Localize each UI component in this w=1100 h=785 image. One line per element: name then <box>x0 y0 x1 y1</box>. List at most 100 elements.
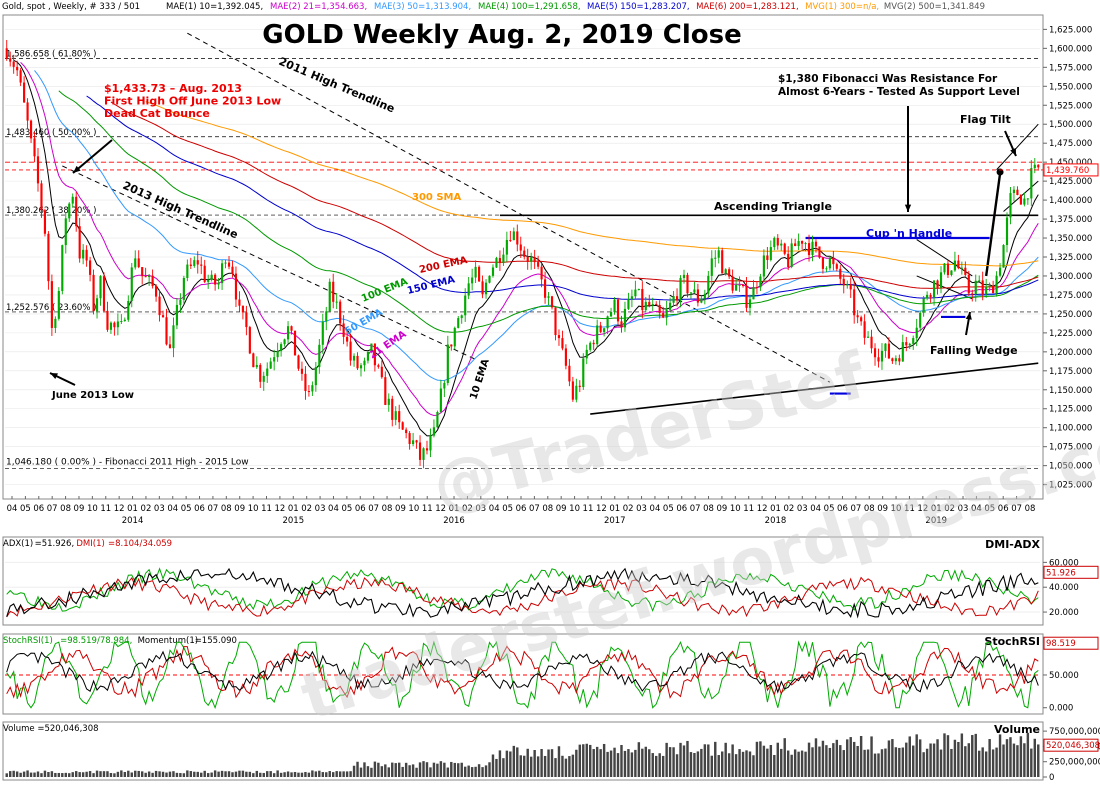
volume-bar <box>943 733 946 777</box>
volume-bar <box>661 755 665 777</box>
y-tick-label: 1,500.000 <box>1049 120 1092 130</box>
volume-bar <box>741 751 745 777</box>
candle-body <box>627 299 630 309</box>
candle-body <box>915 327 918 339</box>
candle-body <box>29 120 33 139</box>
volume-bar <box>328 771 331 777</box>
volume-bar <box>338 771 342 777</box>
candle-body <box>266 368 269 376</box>
volume-panel: 750,000,000500,000,000250,000,0000Volume… <box>2 721 1100 783</box>
indicator-line <box>6 640 1039 710</box>
candle-body <box>106 310 109 330</box>
candle-body <box>589 342 592 350</box>
panel-tick-label: 60.000 <box>1049 558 1079 568</box>
candle-body <box>464 295 467 316</box>
trendline-2013 <box>62 165 476 360</box>
volume-bar <box>54 772 57 777</box>
volume-bar <box>800 750 804 777</box>
volume-bar <box>811 747 814 777</box>
volume-bar <box>71 772 74 777</box>
candle-body <box>919 312 922 328</box>
x-tick-label: 02 <box>141 504 152 514</box>
volume-bar <box>759 741 762 777</box>
volume-bar <box>29 772 33 777</box>
y-tick-label: 1,475.000 <box>1049 139 1092 149</box>
candle-body <box>224 262 227 264</box>
x-tick-label: 10 <box>569 504 580 514</box>
candle-body <box>887 343 890 359</box>
volume-bar <box>766 748 769 777</box>
volume-bar <box>179 773 182 777</box>
volume-bar <box>915 734 918 777</box>
volume-bar <box>526 748 529 777</box>
x-tick-label: 04 <box>7 504 18 514</box>
volume-bar <box>443 762 446 777</box>
candle-body <box>748 299 752 308</box>
x-tick-label: 06 <box>676 504 687 514</box>
candle-body <box>561 338 564 349</box>
x-tick-label: 02 <box>944 504 955 514</box>
volume-bar <box>762 745 766 777</box>
volume-bar <box>891 739 894 777</box>
x-tick-label: 08 <box>864 504 875 514</box>
candle-body <box>227 262 231 267</box>
candle-body <box>540 266 543 280</box>
fib-label: 1,586.658 ( 61.80% ) <box>6 49 96 59</box>
x-tick-label: 01 <box>931 504 942 514</box>
volume-bar <box>463 766 467 777</box>
candle-body <box>682 274 686 278</box>
volume-bar <box>689 752 693 777</box>
volume-bar <box>786 750 790 777</box>
volume-bar <box>1026 732 1030 777</box>
volume-bar <box>307 772 311 777</box>
candle-body <box>630 296 633 300</box>
candle-body <box>967 274 970 294</box>
candle-body <box>189 264 192 266</box>
fib-bottom-label: 1,046.180 ( 0.00% ) - Fibonacci 2011 Hig… <box>6 458 249 468</box>
candle-body <box>346 336 349 342</box>
candle-body <box>276 351 279 358</box>
candle-body <box>120 321 123 323</box>
candle-body <box>960 267 963 269</box>
panel-tick-label: 40.000 <box>1049 583 1079 593</box>
candle-body <box>905 342 908 346</box>
candle-body <box>429 435 432 451</box>
volume-bar <box>953 739 957 777</box>
y-tick-label: 1,225.000 <box>1049 329 1092 339</box>
volume-bar <box>196 771 199 777</box>
volume-bar <box>217 771 220 777</box>
candle-body <box>123 319 126 322</box>
volume-bar <box>158 771 161 777</box>
candle-body <box>766 255 769 260</box>
candle-body <box>689 292 693 294</box>
volume-bar <box>745 750 748 777</box>
candle-body <box>85 249 88 261</box>
candle-body <box>217 283 220 285</box>
volume-bar <box>168 771 172 777</box>
x-tick-label: 09 <box>234 504 245 514</box>
annotation-aug2013-line: $1,433.73 – Aug. 2013 <box>104 82 242 95</box>
x-tick-label: 09 <box>717 504 728 514</box>
volume-bar <box>248 771 252 777</box>
candle-body <box>349 341 352 361</box>
volume-bar <box>387 767 390 777</box>
candle-body <box>932 280 936 298</box>
annotation-fib-line: Almost 6-Years - Tested As Support Level <box>778 86 1020 98</box>
candle-body <box>922 298 925 313</box>
y-tick-label: 1,200.000 <box>1049 348 1092 358</box>
x-tick-label: 02 <box>301 504 312 514</box>
volume-bar <box>672 747 675 777</box>
candle-body <box>901 342 904 362</box>
candle-body <box>523 250 526 257</box>
candle-body <box>450 344 453 347</box>
candle-body <box>161 315 165 318</box>
candle-body <box>842 278 845 286</box>
panel-current-label: 98.519 <box>1046 639 1076 649</box>
candle-body <box>762 255 765 277</box>
candle-body <box>82 249 85 259</box>
candle-body <box>43 210 47 234</box>
candle-body <box>835 264 838 269</box>
volume-bar <box>991 749 995 777</box>
volume-bar <box>752 755 755 777</box>
volume-bar <box>679 742 682 777</box>
